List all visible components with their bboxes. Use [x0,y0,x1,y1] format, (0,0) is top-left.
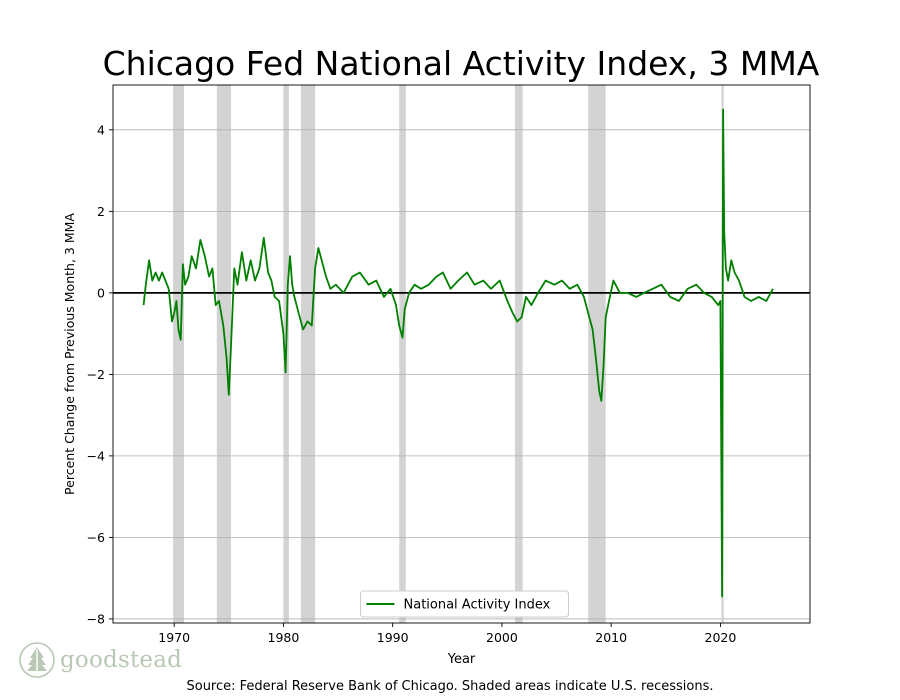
y-tick-label: −4 [87,448,105,463]
y-tick-label: 2 [97,204,105,219]
y-tick-label: 4 [97,122,105,137]
recession-band [300,85,316,623]
x-tick-label: 2010 [595,630,627,645]
x-tick-label: 2020 [705,630,737,645]
tree-icon [19,642,55,678]
recession-band [588,85,606,623]
recession-band [216,85,231,623]
y-axis-label: Percent Change from Previous Month, 3 MM… [62,213,77,495]
legend: National Activity Index [360,590,569,618]
recession-band [173,85,185,623]
brand-name: goodstead [60,647,183,673]
series-line-national-activity-index [142,108,774,598]
gridlines [113,129,810,620]
y-tick-label: −8 [87,611,105,626]
y-tick-label: −2 [87,367,105,382]
brand-logo: goodstead [18,641,182,679]
x-tick-label: 1980 [268,630,300,645]
legend-box [360,590,569,618]
recession-band [515,85,523,623]
x-axis-label: Year [447,652,476,667]
plot-frame [112,84,811,624]
x-tick-label: 1970 [158,630,190,645]
recession-bands [173,85,724,623]
recession-band [399,85,406,623]
source-note: Source: Federal Reserve Bank of Chicago.… [186,679,714,694]
x-tick-label: 2000 [486,630,518,645]
legend-label: National Activity Index [404,598,551,613]
y-tick-label: 0 [97,285,105,300]
y-axis-ticks: 4 2 0 −2 −4 −6 −8 [87,122,113,626]
y-tick-label: −6 [87,530,105,545]
x-axis-ticks: 1970 1980 1990 2000 2010 2020 [158,623,736,645]
chart-title: Chicago Fed National Activity Index, 3 M… [102,44,820,83]
x-tick-label: 1990 [377,630,409,645]
